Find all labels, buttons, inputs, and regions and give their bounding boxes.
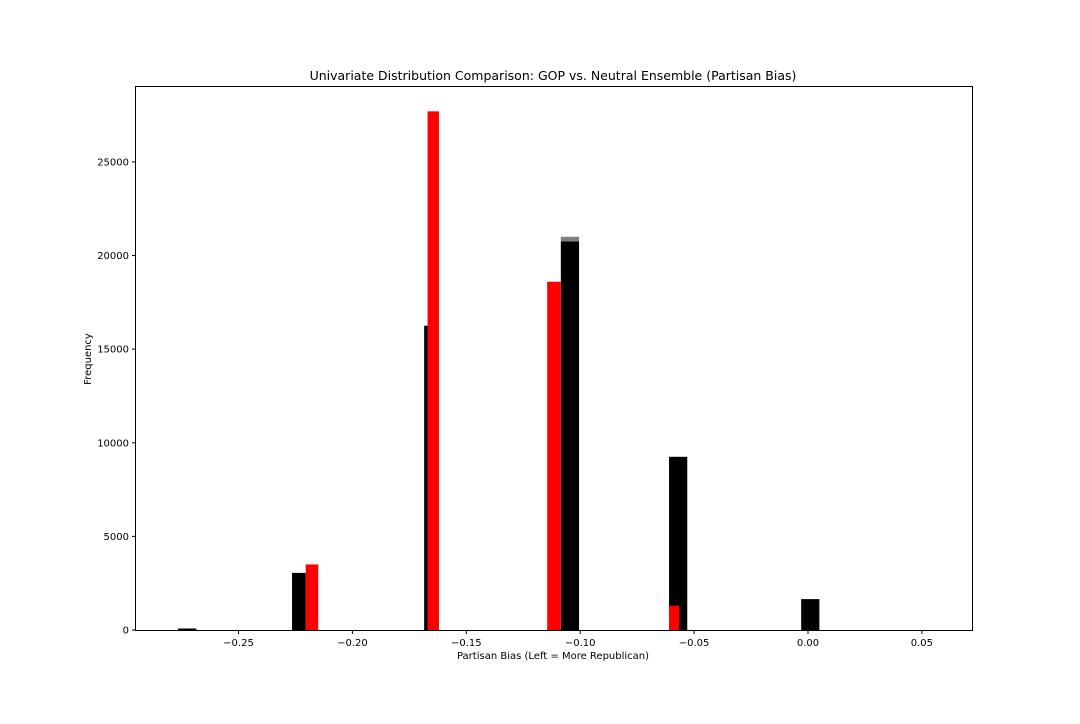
x-tick-label: −0.05 [679, 638, 710, 649]
x-tick-label: 0.05 [911, 638, 933, 649]
y-tick-label: 0 [123, 626, 129, 637]
x-tick-label: −0.10 [565, 638, 596, 649]
x-tick-label: −0.25 [223, 638, 254, 649]
bar-series-1-1 [427, 111, 439, 631]
y-axis-label: Frequency [83, 333, 94, 385]
x-tick-label: −0.15 [451, 638, 482, 649]
bar-series-0-4 [669, 456, 688, 630]
y-tick-label: 20000 [97, 251, 129, 262]
y-tick-label: 15000 [97, 345, 129, 356]
chart-title: Univariate Distribution Comparison: GOP … [310, 68, 797, 83]
y-axis-ticks: 0 5000 10000 15000 20000 25000 [97, 157, 136, 637]
x-tick-label: −0.20 [337, 638, 368, 649]
bar-series-0-3 [560, 241, 580, 630]
x-axis-ticks: −0.25 −0.20 −0.15 −0.10 −0.05 0.00 0.05 [223, 630, 933, 649]
bar-series-0-5 [801, 599, 820, 630]
y-tick-label: 5000 [104, 532, 129, 543]
x-axis-label: Partisan Bias (Left = More Republican) [457, 651, 649, 662]
bars-group [178, 111, 820, 631]
y-tick-label: 10000 [97, 438, 129, 449]
bar-series-2-0 [560, 236, 580, 242]
bar-series-0-0 [178, 628, 197, 630]
bar-series-1-3 [669, 605, 680, 630]
y-tick-label: 25000 [97, 157, 129, 168]
x-tick-label: 0.00 [797, 638, 819, 649]
bar-series-1-2 [547, 281, 561, 630]
plot-frame [135, 86, 973, 631]
bar-series-0-1 [292, 572, 306, 630]
bar-series-1-0 [305, 564, 319, 630]
